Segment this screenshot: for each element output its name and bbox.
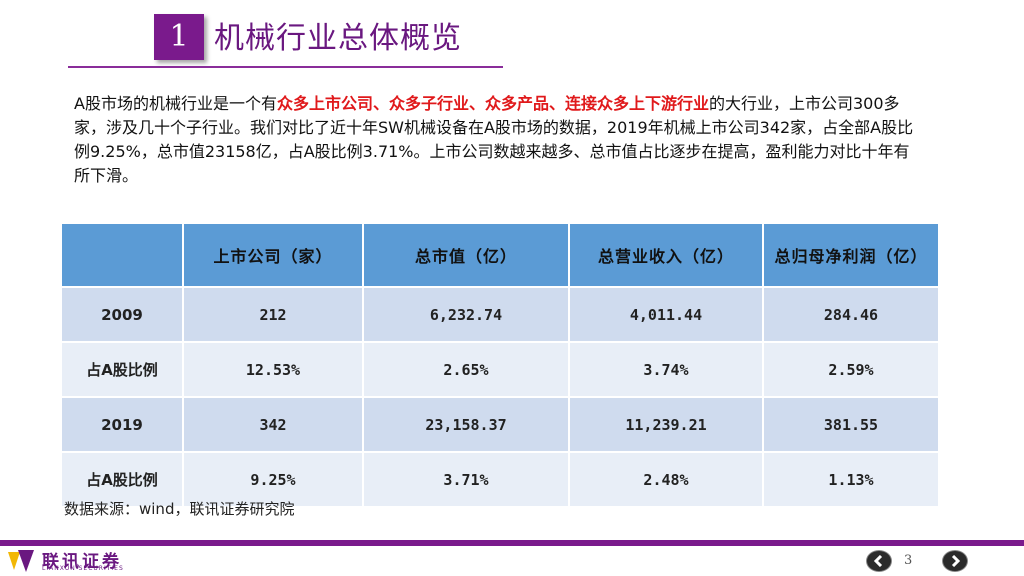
table-row: 2019 342 23,158.37 11,239.21 381.55	[62, 396, 940, 452]
data-source-note: 数据来源：wind，联讯证券研究院	[64, 500, 295, 518]
row-label: 2019	[62, 396, 184, 452]
table-cell: 342	[183, 396, 364, 452]
table-header-row: 上市公司（家） 总市值（亿） 总营业收入（亿） 总归母净利润（亿）	[62, 224, 940, 287]
intro-text-start: A股市场的机械行业是一个有	[74, 94, 277, 113]
next-slide-button[interactable]	[942, 550, 968, 572]
table-header-corner	[62, 224, 184, 287]
table-cell: 2.59%	[763, 341, 940, 397]
logo-mark-icon	[8, 550, 34, 572]
table-row: 占A股比例 9.25% 3.71% 2.48% 1.13%	[62, 451, 940, 506]
intro-text-end: 的大行业，上市公司300多家，涉及几十个子行业。我们对比了近十年SW机械设备在A…	[74, 94, 914, 185]
table-header-market-cap: 总市值（亿）	[363, 224, 570, 287]
table-cell: 2.65%	[363, 341, 570, 397]
table-cell: 212	[183, 286, 364, 342]
table-cell: 2.48%	[569, 451, 764, 506]
table-cell: 3.74%	[569, 341, 764, 397]
table-header-net-profit: 总归母净利润（亿）	[763, 224, 940, 287]
row-label: 2009	[62, 286, 184, 342]
table-cell: 6,232.74	[363, 286, 570, 342]
company-logo: 联讯证券 LIANXUN SECURITIES	[6, 548, 176, 574]
table-cell: 381.55	[763, 396, 940, 452]
page-title: 机械行业总体概览	[214, 21, 462, 56]
table-cell: 12.53%	[183, 341, 364, 397]
table-row: 2009 212 6,232.74 4,011.44 284.46	[62, 286, 940, 342]
table-cell: 4,011.44	[569, 286, 764, 342]
section-number-badge: 1	[154, 14, 204, 60]
previous-slide-button[interactable]	[866, 550, 892, 572]
table-header-revenue: 总营业收入（亿）	[569, 224, 764, 287]
logo-english-name: LIANXUN SECURITIES	[42, 565, 124, 572]
chevron-left-icon	[873, 555, 883, 567]
row-label: 占A股比例	[62, 341, 184, 397]
table-cell: 1.13%	[763, 451, 940, 506]
table-header-listed-companies: 上市公司（家）	[183, 224, 364, 287]
table-cell: 9.25%	[183, 451, 364, 506]
table-cell: 284.46	[763, 286, 940, 342]
table-row: 占A股比例 12.53% 2.65% 3.74% 2.59%	[62, 341, 940, 397]
intro-highlight: 众多上市公司、众多子行业、众多产品、连接众多上下游行业	[276, 94, 709, 113]
logo-chinese-name: 联讯证券	[42, 552, 122, 572]
table-cell: 11,239.21	[569, 396, 764, 452]
row-label: 占A股比例	[62, 451, 184, 506]
industry-data-table: 上市公司（家） 总市值（亿） 总营业收入（亿） 总归母净利润（亿） 2009 2…	[62, 224, 940, 506]
title-underline	[68, 66, 503, 68]
intro-paragraph: A股市场的机械行业是一个有众多上市公司、众多子行业、众多产品、连接众多上下游行业…	[74, 92, 924, 188]
footer-bar	[0, 540, 1024, 546]
table-cell: 23,158.37	[363, 396, 570, 452]
table-cell: 3.71%	[363, 451, 570, 506]
page-number: 3	[904, 553, 913, 568]
chevron-right-icon	[951, 555, 961, 567]
